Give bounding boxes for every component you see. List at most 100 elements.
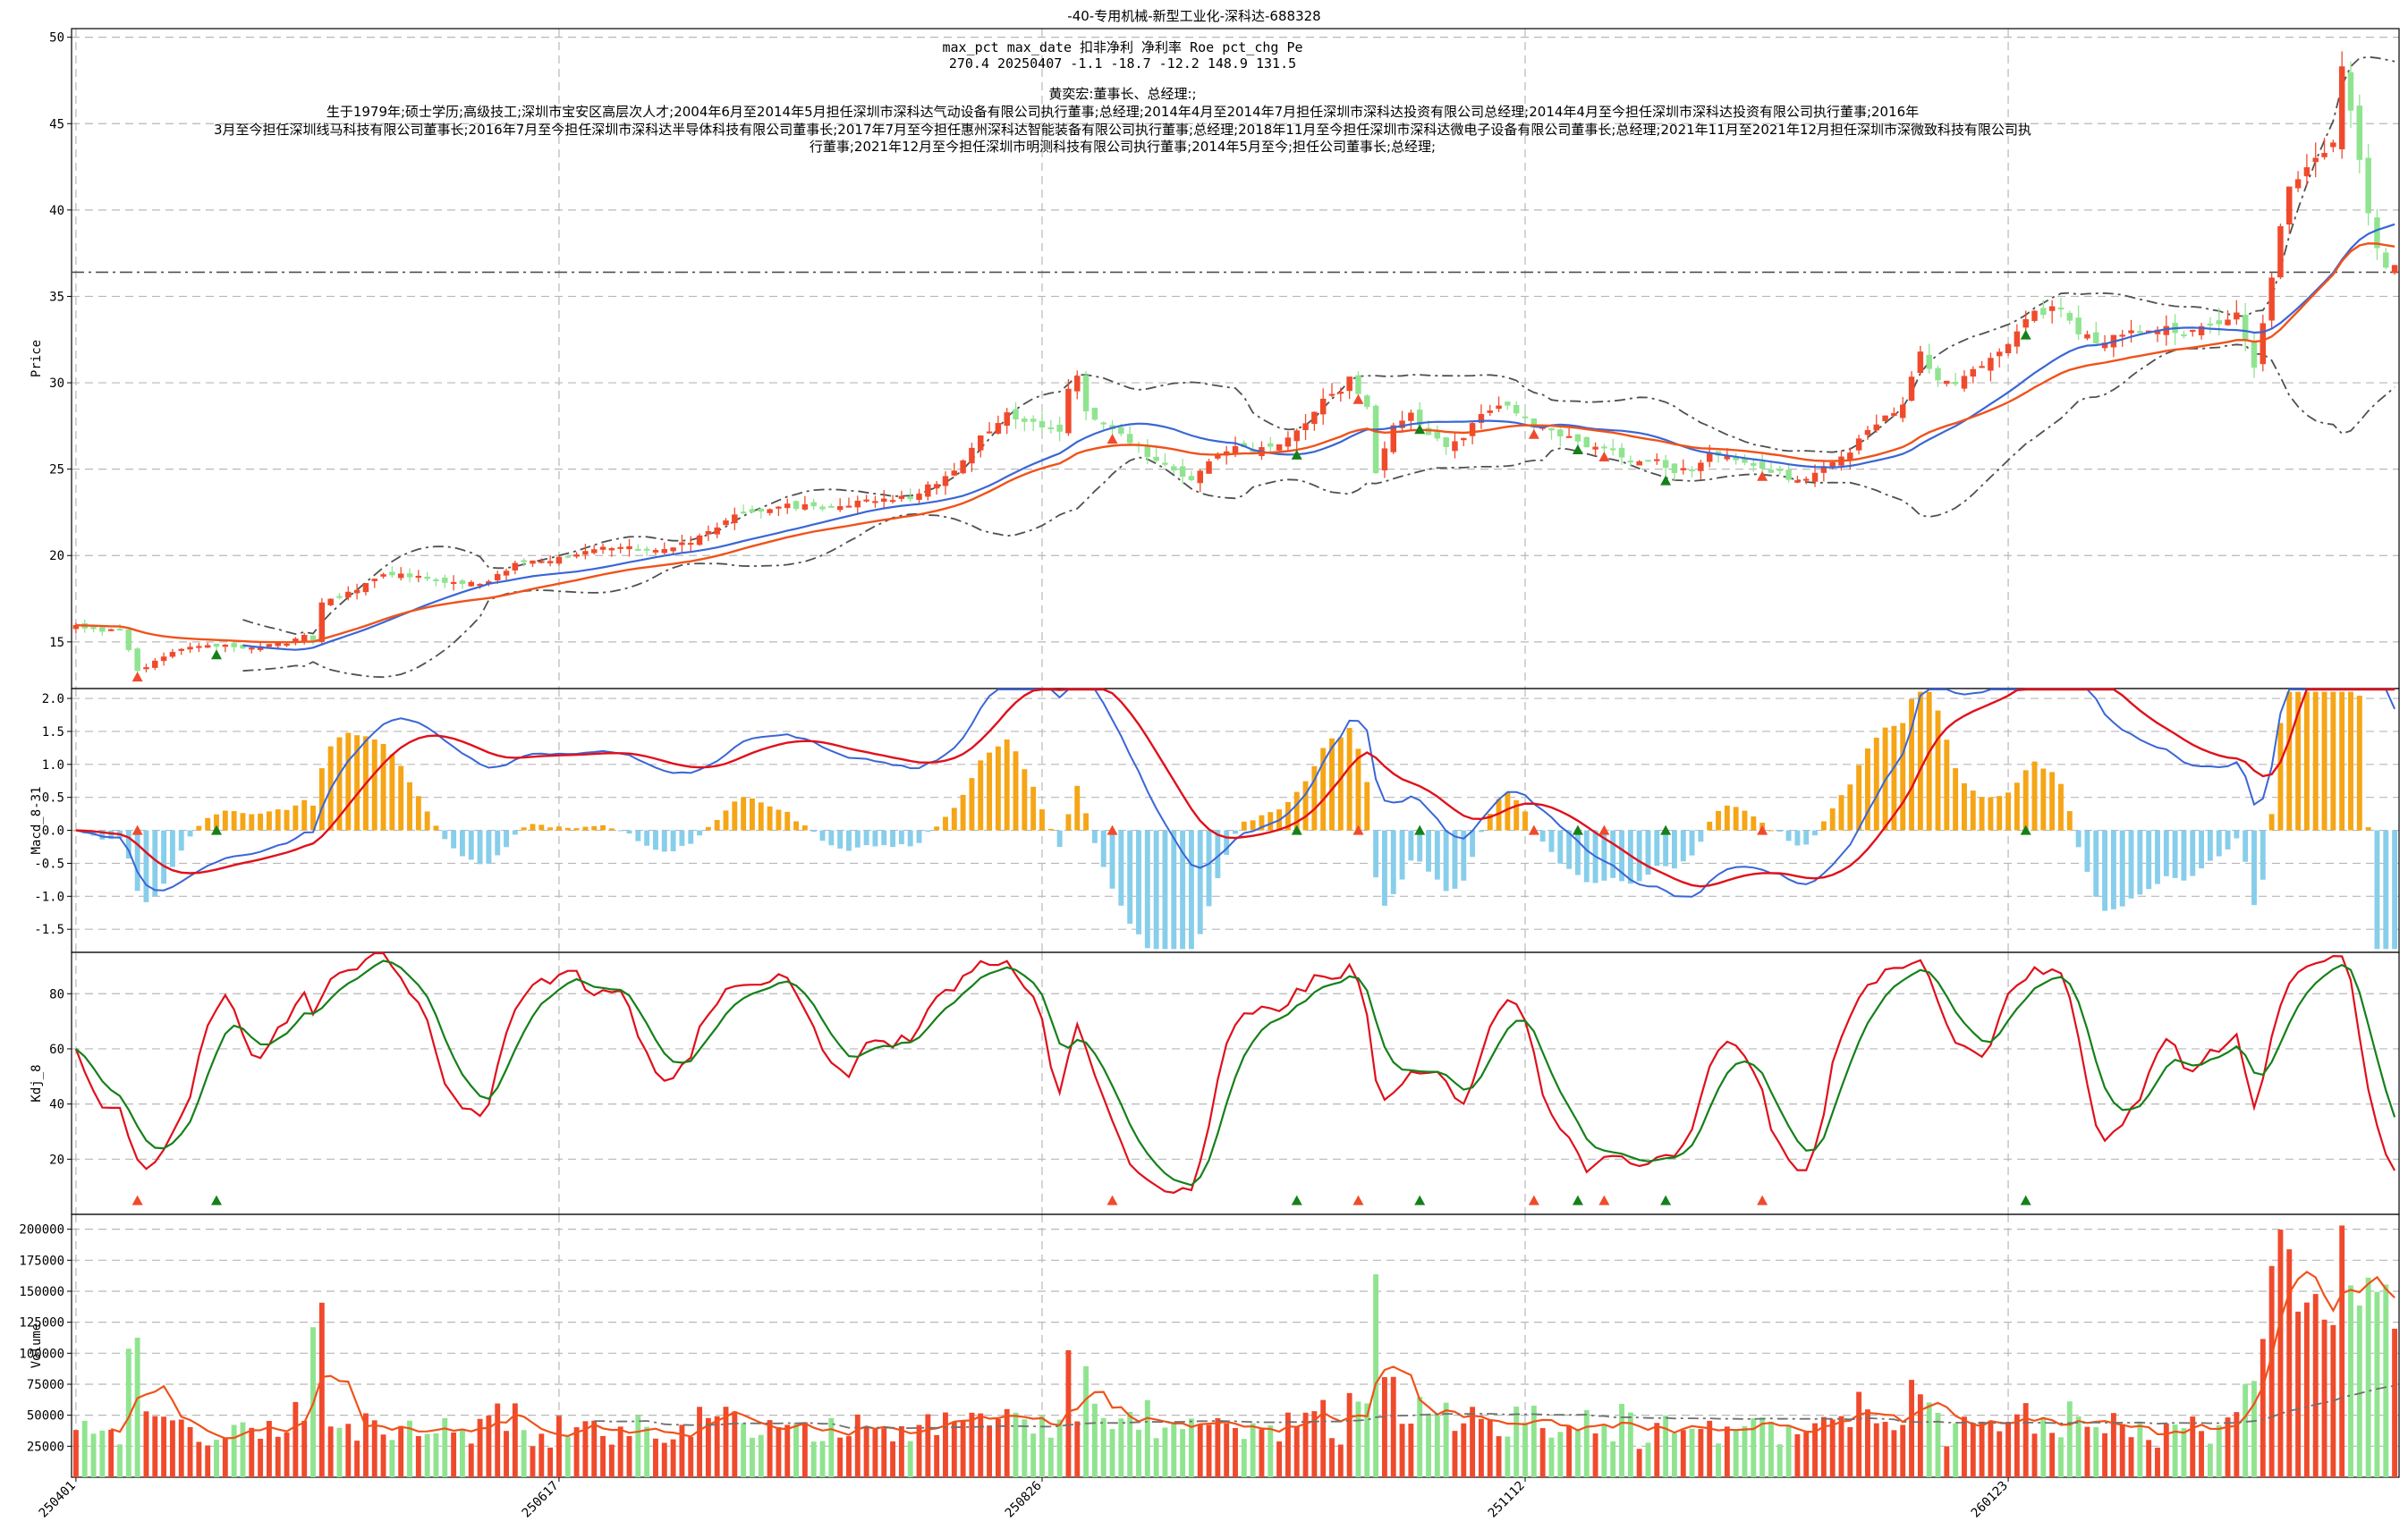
macd-histogram-bar [1188,830,1194,950]
volume-bar [407,1420,412,1477]
candle-body [1276,444,1283,451]
sell-signal-marker [1660,475,1672,486]
candle-body [152,660,158,668]
macd-histogram-bar [978,760,984,831]
candle-body [1408,412,1414,421]
volume-bar [863,1426,869,1477]
macd-histogram-bar [573,828,580,831]
candle-body [1285,437,1292,447]
candle-body [2014,331,2021,347]
volume-bar [2181,1428,2187,1477]
volume-bar [327,1426,334,1477]
macd-histogram-bar [1716,810,1721,831]
volume-bar [398,1425,404,1477]
sell-signal-marker [2020,824,2031,835]
volume-bar [495,1403,501,1477]
sell-signal-marker [211,649,223,660]
volume-bar [415,1435,421,1477]
candle-body [1988,358,1994,371]
macd-histogram-bar [776,809,782,831]
macd-histogram-bar [398,765,404,831]
candle-body [1469,423,1476,436]
macd-histogram-bar [1917,691,1923,831]
macd-histogram-bar [2190,830,2196,876]
candle-body [1004,412,1010,427]
volume-bar [442,1417,448,1477]
candle-body [898,495,905,499]
macd-histogram-bar [2058,783,2064,831]
candle-body [213,643,220,647]
volume-bar [1461,1423,1467,1477]
volume-bar [2040,1416,2047,1477]
volume-bar [1452,1431,1458,1477]
macd-histogram-bar [1619,830,1624,882]
candle-body [1364,395,1370,408]
volume-bar [1829,1419,1836,1477]
candle-body [1961,376,1968,389]
candle-body [2093,332,2099,343]
macd-histogram-bar [1083,813,1090,831]
macd-histogram-bar [1100,830,1106,867]
candle-body [1505,402,1511,406]
candle-body [1091,407,1098,420]
volume-bar [1917,1394,1923,1477]
y-tick-label: 0.0 [42,824,64,839]
macd-histogram-bar [916,830,922,843]
volume-bar [978,1413,984,1477]
candle-body [2066,312,2073,321]
volume-bar [1838,1416,1844,1477]
volume-bar [564,1436,571,1477]
macd-histogram-bar [2102,830,2108,911]
candle-body [635,548,641,552]
macd-histogram-bar [1829,808,1836,831]
volume-bar [1215,1417,1221,1477]
macd-histogram-bar [2268,814,2275,831]
volume-bar [1478,1418,1484,1477]
y-tick-label: 40 [49,204,64,218]
volume-bar [2093,1426,2099,1477]
candle-body [916,494,922,500]
volume-bar [1346,1392,1352,1477]
macd-histogram-bar [1724,805,1730,831]
volume-bar [661,1442,667,1477]
macd-histogram-bar [1698,830,1704,842]
candle-body [336,596,343,598]
volume-bar [134,1337,140,1477]
y-tick-label: -1.0 [34,890,64,904]
sell-signal-marker [1660,1195,1672,1205]
macd-histogram-bar [2022,770,2029,831]
macd-histogram-bar [653,830,658,850]
volume-bar [758,1434,764,1477]
candle-body [1179,466,1186,478]
volume-bar [318,1302,325,1477]
macd-histogram-bar [1373,830,1379,878]
macd-histogram-bar [1742,810,1748,831]
macd-histogram-bar [564,827,571,831]
volume-bar [969,1412,975,1477]
macd-histogram-bar [1197,830,1203,934]
candle-body [889,500,896,503]
macd-histogram-bar [530,824,536,831]
candle-body [327,598,334,605]
candle-body [2321,153,2327,157]
macd-histogram-bar [547,827,554,831]
volume-ma-long [594,1384,2395,1430]
candle-body [723,520,729,526]
volume-bar [521,1430,527,1477]
macd-histogram-bar [1337,737,1344,831]
candle-body [1618,447,1625,458]
macd-histogram-bar [1329,738,1335,831]
candle-body [714,527,720,535]
x-tick-label: 250617 [520,1479,562,1521]
candle-body [1592,446,1598,450]
candle-body [1935,368,1941,381]
macd-histogram-bar [2365,827,2371,831]
y-tick-label: 175000 [19,1254,64,1268]
macd-histogram-bar [1733,807,1739,831]
volume-bar [1013,1412,1019,1477]
macd-histogram-bar [538,824,545,831]
sell-signal-marker [2020,1195,2031,1205]
candle-body [433,579,439,581]
volume-bar [2075,1416,2082,1477]
candle-body [1751,462,1757,466]
